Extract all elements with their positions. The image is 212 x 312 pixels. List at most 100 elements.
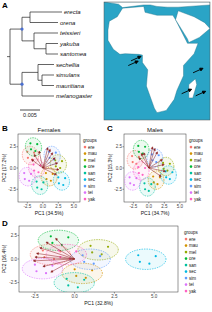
- y-tick-label: 2.5: [116, 144, 123, 149]
- legend-label: sim: [194, 184, 201, 189]
- point: [51, 265, 53, 267]
- point: [50, 235, 52, 237]
- legend-swatch: [84, 152, 87, 155]
- branch: [46, 43, 58, 44]
- point: [83, 279, 85, 281]
- loading-arrow: [43, 163, 58, 168]
- branch: [22, 17, 30, 18]
- x-tick-label: 0.0: [146, 204, 153, 209]
- legend-swatch: [84, 191, 87, 194]
- location-arrow: [128, 61, 138, 66]
- legend-title: groups: [184, 230, 199, 235]
- x-tick-label: 2.5: [161, 204, 168, 209]
- legend-label: mau: [189, 243, 198, 248]
- point: [37, 171, 39, 173]
- branch: [42, 75, 54, 76]
- y-tick: [123, 168, 125, 169]
- y-tick: [17, 146, 19, 147]
- branch: [22, 96, 54, 97]
- group-ellipse: [54, 273, 94, 292]
- point: [24, 178, 26, 180]
- point: [55, 152, 57, 154]
- y-tick-label: 0.0: [10, 166, 17, 171]
- point: [35, 270, 37, 272]
- legend-label: tei: [189, 282, 194, 287]
- location-arrow: [182, 89, 192, 94]
- legend-swatch: [190, 159, 193, 162]
- panel-letter: A: [2, 1, 8, 10]
- biplot-panel: D-2.50.02.55.0-2.50.02.5PC1 (32.8%)PC2 (…: [1, 219, 199, 306]
- y-tick: [123, 146, 125, 147]
- panel-letter: B: [2, 124, 8, 133]
- point: [137, 166, 139, 168]
- point: [77, 286, 79, 288]
- y-tick-label: -2.5: [114, 187, 122, 192]
- legend-label: ere: [194, 145, 201, 150]
- point: [34, 150, 36, 152]
- loading-arrow: [149, 164, 165, 168]
- point: [75, 250, 77, 252]
- loading-arrow: [149, 148, 156, 168]
- point: [67, 236, 69, 238]
- legend-label: mel: [189, 250, 196, 255]
- x-axis-label: PC1 (34.5%): [35, 210, 64, 216]
- group-ellipse: [25, 138, 41, 156]
- point: [32, 164, 34, 166]
- plot-area: [22, 230, 166, 292]
- point: [64, 177, 66, 179]
- point: [144, 188, 146, 190]
- point: [155, 255, 157, 257]
- branch: [22, 72, 38, 73]
- loading-arrow: [51, 259, 75, 272]
- point: [137, 145, 139, 147]
- point: [45, 272, 47, 274]
- x-tick-label: 2.5: [111, 294, 118, 299]
- legend-swatch: [190, 185, 193, 188]
- x-tick-label: -2.5: [31, 294, 39, 299]
- y-tick-label: 0.0: [11, 257, 18, 262]
- legend-swatch: [84, 185, 87, 188]
- y-axis-label: PC2 (17.2%): [1, 153, 7, 182]
- y-tick: [17, 189, 19, 190]
- legend-swatch: [185, 257, 188, 260]
- point: [99, 255, 101, 257]
- branch: [34, 33, 58, 34]
- branch: [42, 85, 54, 86]
- point: [33, 169, 35, 171]
- panel-title: Males: [147, 127, 163, 133]
- loading-arrow: [43, 148, 48, 168]
- point: [51, 242, 53, 244]
- point: [156, 183, 158, 185]
- legend-swatch: [190, 198, 193, 201]
- plot-frame: [19, 226, 178, 292]
- taxon-label: erecta: [64, 9, 81, 15]
- legend-label: yak: [88, 197, 96, 202]
- biplot-panel: BFemales-2.50.02.55.0-2.50.02.5PC1 (34.5…: [1, 124, 98, 216]
- location-arrow: [131, 56, 141, 61]
- x-tick-label: -2.5: [23, 204, 31, 209]
- point: [133, 184, 135, 186]
- y-axis-label: PC2 (16.4%): [1, 244, 7, 273]
- legend-swatch: [190, 165, 193, 168]
- legend-label: tei: [194, 190, 199, 195]
- point: [67, 284, 69, 286]
- point: [29, 142, 31, 144]
- point: [165, 176, 167, 178]
- y-tick-label: 2.5: [11, 233, 18, 238]
- ocean: [104, 2, 210, 120]
- panel-letter: D: [2, 219, 8, 228]
- legend-title: groups: [83, 138, 98, 143]
- plot-area: [125, 140, 177, 196]
- point: [42, 249, 44, 251]
- land: [189, 79, 197, 98]
- x-tick-label: 0.0: [40, 204, 47, 209]
- group-ellipse: [140, 178, 156, 196]
- point: [74, 268, 76, 270]
- legend-label: sim: [88, 184, 95, 189]
- point: [50, 180, 52, 182]
- legend-swatch: [185, 277, 188, 280]
- node-dot: [20, 27, 23, 30]
- point: [61, 160, 63, 162]
- x-tick-label: 5.0: [151, 294, 158, 299]
- legend-swatch: [185, 238, 188, 241]
